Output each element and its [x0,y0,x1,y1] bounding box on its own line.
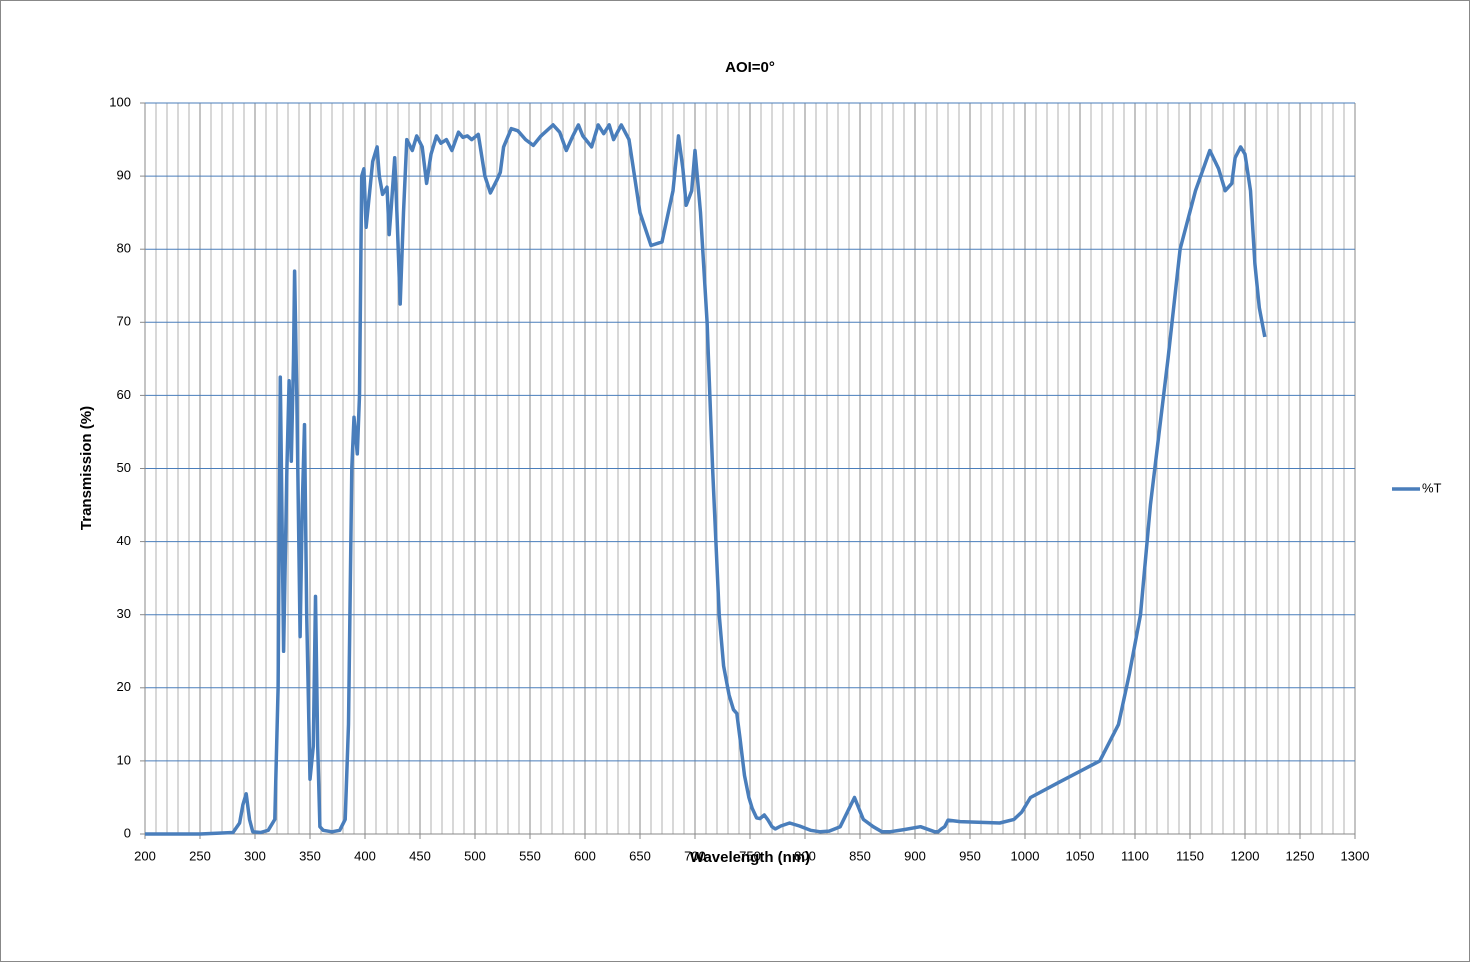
y-tick-label: 10 [117,752,131,767]
y-tick-label: 80 [117,241,131,256]
x-tick-label: 250 [189,848,211,863]
x-tick-label: 350 [299,848,321,863]
x-tick-label: 850 [849,848,871,863]
chart-title: AOI=0° [725,59,775,76]
y-tick-label: 70 [117,314,131,329]
y-tick-label: 90 [117,168,131,183]
x-tick-label: 1200 [1231,848,1260,863]
x-axis-title: Wavelength (nm) [690,849,810,866]
x-tick-label: 1050 [1066,848,1095,863]
x-tick-label: 500 [464,848,486,863]
x-tick-label: 450 [409,848,431,863]
x-tick-label: 650 [629,848,651,863]
x-tick-label: 900 [904,848,926,863]
legend-label: %T [1422,480,1442,495]
y-tick-label: 0 [124,825,131,840]
x-tick-label: 950 [959,848,981,863]
y-tick-label: 50 [117,460,131,475]
x-tick-label: 1300 [1341,848,1370,863]
y-tick-label: 40 [117,533,131,548]
x-tick-label: 1250 [1286,848,1315,863]
x-tick-label: 550 [519,848,541,863]
x-tick-label: 700 [684,848,706,863]
y-tick-label: 60 [117,387,131,402]
x-tick-label: 1100 [1121,848,1149,863]
x-tick-label: 800 [794,848,816,863]
x-tick-label: 400 [354,848,376,863]
x-tick-label: 750 [739,848,761,863]
x-tick-label: 1150 [1176,848,1204,863]
y-tick-label: 100 [109,94,131,109]
x-tick-label: 300 [244,848,266,863]
y-tick-label: 20 [117,679,131,694]
data-line [145,123,1267,836]
y-tick-label: 30 [117,606,131,621]
x-tick-label: 600 [574,848,596,863]
y-axis-title: Transmission (%) [78,406,95,530]
x-tick-label: 1000 [1011,848,1040,863]
grid [144,102,1356,835]
x-tick-label: 200 [134,848,156,863]
